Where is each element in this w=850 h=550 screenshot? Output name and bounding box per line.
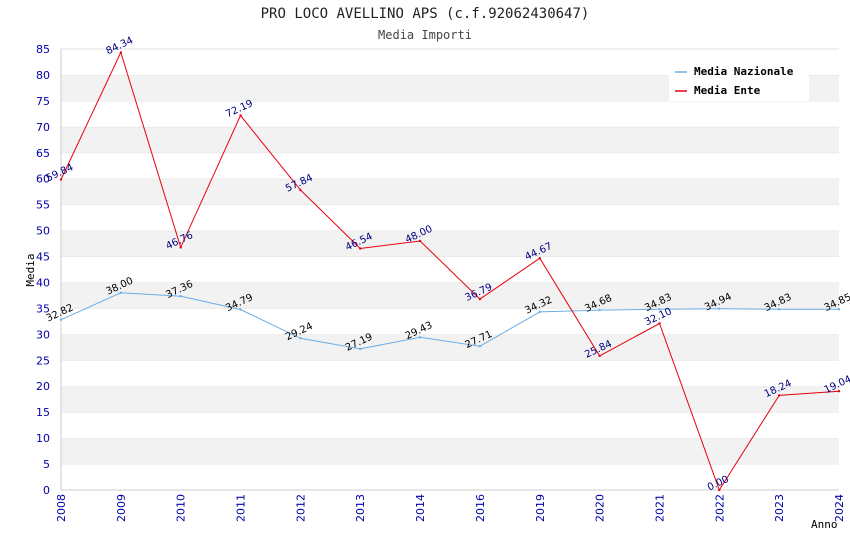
y-tick-label: 75 bbox=[36, 95, 50, 108]
series-line-media-ente bbox=[60, 51, 840, 492]
data-point-media-nazionale bbox=[179, 294, 182, 298]
y-tick-label: 25 bbox=[36, 354, 50, 367]
data-point-media-ente bbox=[299, 188, 302, 192]
data-point-media-ente bbox=[538, 257, 541, 260]
grid-band bbox=[61, 438, 839, 465]
chart-title: PRO LOCO AVELLINO APS (c.f.92062430647) bbox=[261, 6, 590, 22]
data-point-media-ente bbox=[718, 488, 721, 492]
x-tick-label: 2012 bbox=[294, 494, 307, 522]
data-point-media-ente bbox=[418, 239, 422, 243]
x-axis-label: Anno bbox=[811, 518, 838, 531]
x-tick-label: 2013 bbox=[354, 494, 367, 522]
data-point-media-ente bbox=[239, 114, 242, 117]
y-tick-label: 0 bbox=[43, 484, 50, 497]
y-tick-label: 30 bbox=[36, 328, 50, 341]
grid-bands bbox=[61, 48, 839, 490]
y-tick-label: 20 bbox=[36, 380, 50, 393]
y-tick-label: 10 bbox=[36, 432, 50, 445]
y-tick-label: 85 bbox=[36, 43, 50, 56]
grid-band bbox=[61, 334, 839, 361]
data-point-media-nazionale bbox=[119, 291, 123, 295]
x-tick-label: 2024 bbox=[833, 494, 846, 522]
grid-band bbox=[61, 126, 839, 153]
chart-subtitle: Media Importi bbox=[378, 28, 472, 42]
y-tick-label: 50 bbox=[36, 225, 50, 238]
data-point-media-nazionale bbox=[718, 307, 721, 310]
x-tick-label: 2016 bbox=[474, 494, 487, 522]
legend-label-media-nazionale: Media Nazionale bbox=[694, 65, 794, 78]
y-axis-label: Media bbox=[24, 253, 37, 286]
x-tick-label: 2020 bbox=[594, 494, 607, 522]
y-tick-label: 65 bbox=[36, 147, 50, 160]
x-tick-label: 2019 bbox=[534, 494, 547, 522]
data-point-media-ente bbox=[658, 322, 661, 325]
data-point-media-nazionale bbox=[299, 337, 302, 340]
data-point-media-nazionale bbox=[359, 347, 362, 351]
x-tick-label: 2021 bbox=[653, 494, 666, 522]
x-tick-label: 2009 bbox=[115, 494, 128, 522]
legend: Media Nazionale Media Ente bbox=[669, 61, 809, 101]
data-point-media-ente bbox=[59, 178, 63, 181]
data-point-media-nazionale bbox=[837, 307, 841, 311]
grid-band bbox=[61, 204, 839, 231]
axes bbox=[60, 49, 839, 491]
legend-box bbox=[669, 61, 809, 101]
x-tick-label: 2023 bbox=[773, 494, 786, 522]
x-tick-label: 2022 bbox=[713, 494, 726, 522]
grid-band bbox=[61, 360, 839, 387]
data-point-media-ente bbox=[179, 246, 182, 249]
grid-band bbox=[61, 152, 839, 179]
x-tick-label: 2008 bbox=[55, 494, 68, 522]
x-tick-label: 2011 bbox=[235, 494, 248, 522]
grid-band bbox=[61, 464, 839, 490]
data-point-media-nazionale bbox=[658, 308, 661, 311]
data-point-media-nazionale bbox=[59, 318, 63, 321]
grid-band bbox=[61, 308, 839, 335]
data-point-media-nazionale bbox=[538, 310, 541, 314]
grid-band bbox=[61, 386, 839, 413]
grid-band bbox=[61, 282, 839, 309]
data-point-media-ente bbox=[359, 247, 362, 250]
data-point-media-nazionale bbox=[239, 308, 242, 311]
y-axis-ticks: 0 5 10 15 20 25 30 35 40 45 50 55 60 65 70 75 80 85 bbox=[36, 43, 50, 497]
x-tick-label: 2014 bbox=[414, 494, 427, 522]
y-tick-label: 80 bbox=[36, 69, 50, 82]
grid-band bbox=[61, 100, 839, 127]
legend-label-media-ente: Media Ente bbox=[694, 84, 761, 97]
grid-band bbox=[61, 178, 839, 205]
y-tick-label: 55 bbox=[36, 199, 50, 212]
x-tick-label: 2010 bbox=[175, 494, 188, 522]
data-point-media-nazionale bbox=[598, 308, 601, 312]
series-lines bbox=[59, 51, 841, 492]
y-tick-label: 60 bbox=[36, 173, 50, 186]
data-point-media-nazionale bbox=[478, 345, 482, 348]
data-point-media-nazionale bbox=[418, 336, 422, 339]
grid-band bbox=[61, 230, 839, 257]
series-line-media-nazionale bbox=[60, 292, 840, 350]
data-point-media-ente bbox=[837, 390, 841, 393]
data-point-media-ente bbox=[119, 51, 123, 54]
data-point-media-nazionale bbox=[777, 308, 781, 311]
y-tick-label: 35 bbox=[36, 302, 50, 315]
data-point-media-ente bbox=[478, 297, 482, 301]
y-tick-label: 5 bbox=[43, 458, 50, 471]
grid-band bbox=[61, 412, 839, 439]
y-tick-label: 45 bbox=[36, 251, 50, 264]
y-tick-label: 70 bbox=[36, 121, 50, 134]
y-tick-label: 40 bbox=[36, 276, 50, 289]
data-point-media-ente bbox=[777, 394, 781, 397]
x-axis-ticks: 2008 2009 2010 2011 2012 2013 2014 2016 2019 2020… bbox=[55, 494, 846, 522]
y-tick-label: 15 bbox=[36, 406, 50, 419]
data-point-media-ente bbox=[598, 354, 601, 358]
